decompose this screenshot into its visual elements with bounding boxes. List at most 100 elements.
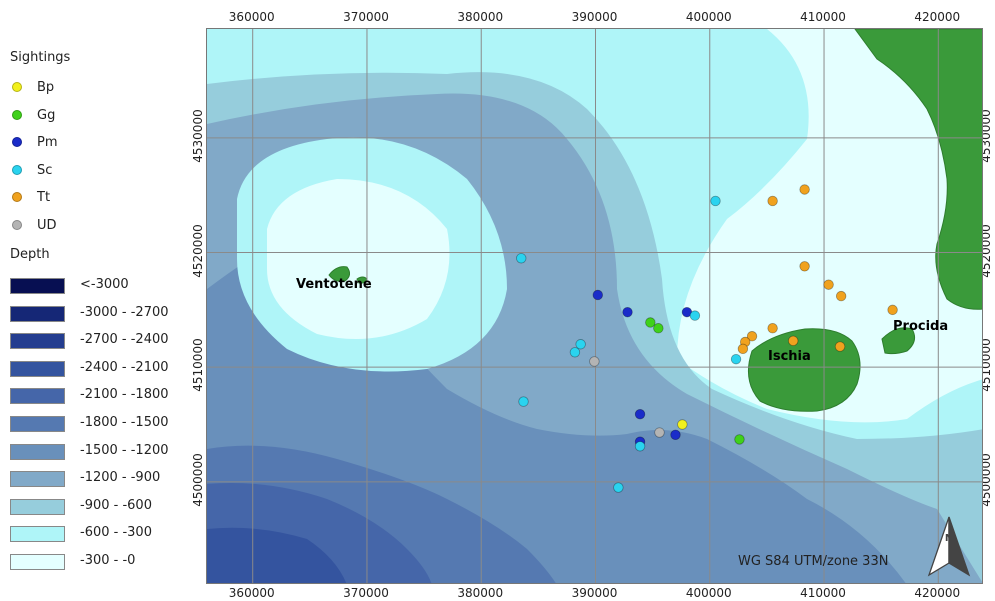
depth-legend-title: Depth — [10, 247, 50, 262]
x-tick-label: 420000 — [914, 10, 961, 24]
sighting-point-bp[interactable] — [677, 419, 688, 430]
x-tick-label: 380000 — [457, 586, 504, 600]
x-tick-label: 360000 — [228, 10, 275, 24]
sighting-point-gg[interactable] — [653, 323, 664, 334]
depth-swatch — [10, 388, 65, 405]
depth-legend-label: -1800 - -1500 — [80, 415, 169, 430]
depth-swatch — [10, 416, 65, 432]
sighting-point-ud[interactable] — [589, 356, 600, 367]
depth-legend-label: -600 - -300 — [80, 525, 152, 541]
sighting-point-tt[interactable] — [767, 195, 778, 207]
sighting-point-sc[interactable] — [569, 347, 581, 358]
sighting-point-sc[interactable] — [575, 339, 586, 350]
species-marker-icon — [12, 109, 22, 120]
y-tick-label: 4510000 — [191, 338, 205, 392]
species-legend-label: UD — [37, 218, 57, 233]
species-marker-icon — [12, 192, 22, 203]
x-tick-label: 390000 — [571, 10, 618, 24]
depth-ventotene-plateau — [267, 179, 450, 339]
sighting-point-sc[interactable] — [518, 396, 529, 407]
x-tick-label: 370000 — [343, 10, 389, 24]
sighting-point-sc[interactable] — [689, 310, 701, 321]
x-tick-label: 390000 — [571, 586, 618, 600]
sighting-point-pm[interactable] — [634, 408, 646, 420]
sighting-point-sc[interactable] — [730, 353, 742, 365]
place-label-ischia: Ischia — [768, 349, 811, 364]
sighting-point-tt[interactable] — [787, 335, 799, 347]
sighting-point-tt[interactable] — [767, 323, 778, 334]
sightings-legend-title: Sightings — [10, 50, 71, 65]
species-legend-label: Pm — [37, 135, 58, 151]
depth-swatch — [10, 471, 65, 488]
depth-legend-label: -2100 - -1800 — [80, 387, 169, 403]
depth-legend-label: -2700 - -2400 — [80, 332, 169, 348]
land-procida — [881, 327, 916, 355]
sighting-point-tt[interactable] — [834, 341, 846, 352]
species-marker-icon — [12, 220, 22, 230]
sighting-point-sc[interactable] — [613, 482, 624, 493]
sighting-point-pm[interactable] — [670, 429, 681, 441]
x-tick-label: 360000 — [228, 586, 275, 600]
x-tick-label: 420000 — [914, 586, 961, 600]
place-label-ventotene: Ventotene — [296, 277, 372, 292]
species-marker-icon — [12, 82, 22, 92]
svg-text:N: N — [945, 533, 953, 544]
land-ischia — [747, 328, 861, 412]
depth-swatch — [10, 498, 65, 515]
sighting-point-ud[interactable] — [654, 427, 665, 438]
sighting-point-sc[interactable] — [634, 441, 646, 452]
depth-legend-label: -1500 - -1200 — [80, 442, 169, 458]
x-tick-label: 410000 — [800, 10, 846, 24]
sighting-point-tt[interactable] — [887, 304, 898, 316]
species-marker-icon — [12, 137, 22, 148]
species-marker-icon — [12, 164, 22, 175]
depth-2100 — [207, 527, 347, 583]
x-tick-label: 380000 — [457, 10, 504, 24]
north-arrow-icon: N — [927, 516, 971, 577]
species-legend-label: Sc — [37, 162, 53, 178]
depth-swatch — [10, 443, 65, 460]
sighting-point-gg[interactable] — [645, 317, 656, 328]
sighting-point-sc[interactable] — [710, 195, 721, 207]
depth-legend-label: -300 - -0 — [80, 553, 136, 568]
land-layer — [328, 29, 982, 412]
grid-layer — [207, 29, 982, 583]
depth-legend-label: -3000 - -2700 — [80, 304, 169, 320]
species-legend-label: Bp — [37, 80, 55, 95]
depth-swatch — [10, 360, 65, 377]
land-mainland — [854, 29, 982, 310]
depth-legend-label: -900 - -600 — [80, 497, 152, 513]
sighting-point-tt[interactable] — [746, 331, 758, 342]
map-legend: Sightings Bp Gg Pm Sc Tt UD Depth <-3000 -3000… — [0, 0, 200, 601]
sighting-point-gg[interactable] — [734, 434, 745, 445]
depth-swatch — [10, 278, 65, 294]
depth-swatch — [10, 526, 65, 543]
depth-swatch — [10, 305, 65, 322]
y-tick-label: 4520000 — [191, 223, 205, 278]
depth-legend-label: -2400 - -2100 — [80, 359, 169, 375]
x-tick-label: 400000 — [685, 10, 732, 24]
depth-swatch — [10, 333, 65, 350]
depth-layer — [207, 29, 982, 583]
sighting-point-tt[interactable] — [823, 279, 834, 290]
sighting-point-tt[interactable] — [799, 184, 810, 195]
depth-legend-label: <-3000 — [80, 277, 129, 292]
x-tick-label: 370000 — [343, 586, 389, 600]
sighting-point-pm[interactable] — [592, 289, 603, 301]
sighting-point-sc[interactable] — [516, 253, 527, 264]
species-legend-label: Gg — [37, 107, 56, 123]
map-canvas[interactable]: N — [206, 28, 983, 584]
sighting-point-tt[interactable] — [799, 261, 810, 272]
x-tick-label: 400000 — [685, 586, 732, 600]
sightings-layer — [516, 184, 898, 493]
species-legend-label: Tt — [37, 190, 51, 206]
y-tick-label: 4530000 — [191, 109, 205, 163]
y-tick-label: 4500000 — [191, 453, 205, 507]
sighting-point-tt[interactable] — [737, 343, 749, 355]
sighting-point-tt[interactable] — [835, 290, 847, 302]
land-ventotene — [328, 266, 351, 282]
sighting-point-pm[interactable] — [622, 306, 633, 318]
depth-legend-label: -1200 - -900 — [80, 470, 161, 486]
map-svg: N — [207, 29, 982, 583]
place-label-procida: Procida — [893, 319, 949, 334]
